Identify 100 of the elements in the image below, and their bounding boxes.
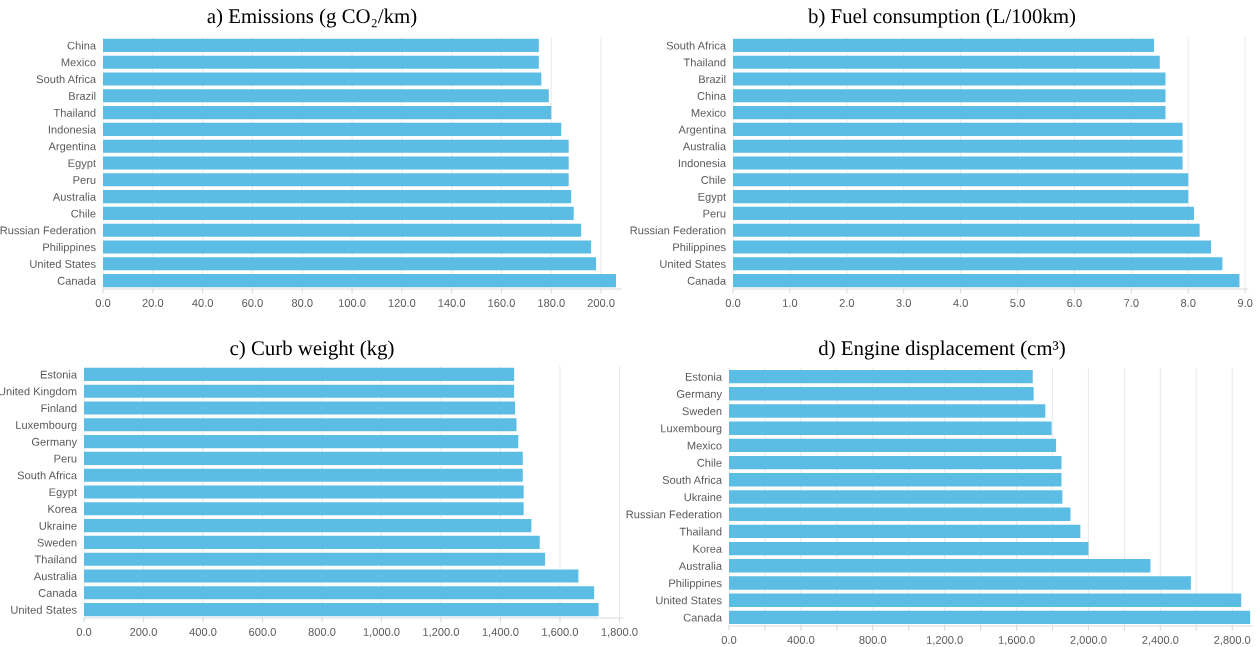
bar [733, 122, 1183, 136]
y-tick-label: Korea [48, 505, 78, 513]
y-tick-label: Estonia [685, 372, 723, 381]
y-tick-label: Australia [682, 142, 727, 151]
bar [84, 569, 579, 583]
bar [733, 156, 1183, 170]
y-tick-label: China [697, 91, 727, 100]
x-tick-label: 1,000.0 [363, 628, 400, 638]
bar [733, 274, 1240, 288]
chart-title: b) Fuel consumption (L/100km) [808, 8, 1076, 28]
y-tick-label: Philippines [669, 578, 722, 590]
x-tick-label: 180.0 [538, 299, 565, 307]
y-tick-label: Australia [33, 571, 78, 581]
y-tick-label: Luxembourg [16, 420, 77, 432]
x-tick-label: 60.0 [242, 299, 263, 307]
chart-title: d) Engine displacement (cm³) [819, 340, 1065, 360]
x-tick-label: 2,000.0 [1070, 636, 1107, 646]
bar [84, 401, 516, 415]
y-tick-label: Chile [701, 175, 726, 184]
x-tick-label: 200.0 [587, 299, 615, 307]
y-tick-label: Argentina [48, 142, 97, 153]
bar [84, 519, 532, 533]
x-tick-label: 5.0 [1010, 299, 1025, 307]
y-tick-label: Ukraine [39, 521, 77, 530]
y-tick-label: Germany [31, 437, 78, 448]
y-tick-label: Canada [38, 588, 78, 597]
bar [733, 240, 1212, 254]
y-tick-label: Russian Federation [630, 226, 726, 235]
bar [84, 502, 524, 516]
y-tick-label: United States [30, 259, 96, 268]
x-tick-label: 0.0 [76, 628, 92, 636]
y-tick-label: South Africa [662, 475, 723, 484]
x-tick-label: 0.0 [721, 636, 737, 644]
bar [84, 384, 515, 398]
bar [84, 468, 523, 482]
x-tick-label: 1,800.0 [601, 628, 638, 638]
bar [84, 552, 546, 566]
bar [729, 455, 1062, 470]
y-tick-label: Sweden [682, 406, 722, 416]
bar [733, 89, 1166, 103]
bar [733, 106, 1166, 120]
y-tick-label: Thailand [683, 58, 726, 67]
x-tick-label: 800.0 [308, 628, 336, 636]
y-tick-label: Philippines [43, 242, 96, 254]
x-tick-label: 160.0 [488, 299, 515, 307]
chart-title: c) Curb weight (kg) [230, 340, 394, 360]
bar [729, 473, 1062, 487]
y-tick-label: Indonesia [48, 125, 97, 134]
y-tick-label: China [67, 41, 97, 50]
x-tick-label: 40.0 [192, 299, 213, 307]
x-tick-label: 2,800.0 [1214, 636, 1251, 646]
y-tick-label: United States [11, 605, 77, 614]
y-tick-label: Egypt [49, 488, 77, 499]
y-tick-label: Sweden [37, 538, 77, 547]
x-tick-label: 7.0 [1124, 299, 1139, 307]
bar [84, 485, 524, 499]
bar [733, 206, 1194, 220]
y-tick-label: South Africa [17, 471, 78, 480]
x-tick-label: 200.0 [130, 628, 157, 636]
bar [84, 435, 519, 449]
bar [729, 559, 1151, 573]
y-tick-label: Mexico [691, 108, 726, 117]
y-tick-label: Australia [52, 192, 97, 201]
bar [733, 139, 1183, 153]
bar [729, 369, 1033, 384]
bar [84, 603, 599, 617]
x-tick-label: 140.0 [438, 299, 466, 307]
bar [729, 507, 1071, 521]
x-tick-label: 400.0 [787, 636, 815, 644]
x-tick-label: 9.0 [1237, 299, 1253, 307]
y-tick-label: Argentina [678, 125, 727, 136]
y-tick-label: Finland [41, 403, 77, 413]
y-tick-label: Luxembourg [661, 424, 722, 435]
y-tick-label: Brazil [699, 74, 726, 84]
bar [729, 404, 1046, 418]
x-tick-label: 800.0 [859, 636, 887, 644]
y-tick-label: Chile [71, 209, 96, 218]
x-tick-label: 1,200.0 [926, 636, 963, 646]
bar [733, 55, 1160, 69]
y-tick-label: Canada [687, 276, 727, 285]
x-tick-label: 80.0 [291, 299, 313, 307]
y-tick-label: Mexico [61, 58, 96, 67]
y-tick-label: Thailand [34, 555, 77, 564]
bar [84, 367, 515, 381]
x-tick-label: 4.0 [953, 299, 968, 307]
x-tick-label: 100.0 [338, 299, 366, 307]
bar [84, 535, 540, 549]
bar [733, 72, 1166, 86]
x-tick-label: 400.0 [189, 628, 217, 636]
y-tick-label: Egypt [68, 159, 96, 170]
x-tick-label: 2,400.0 [1142, 636, 1179, 646]
y-tick-label: Canada [683, 613, 723, 622]
x-tick-label: 0.0 [725, 299, 741, 307]
x-tick-label: 20.0 [142, 299, 164, 307]
x-tick-label: 0.0 [95, 299, 111, 307]
y-tick-label: United States [656, 596, 722, 605]
bar [733, 190, 1189, 204]
bar [733, 38, 1155, 52]
y-tick-label: Egypt [698, 192, 726, 203]
bar [729, 541, 1089, 556]
